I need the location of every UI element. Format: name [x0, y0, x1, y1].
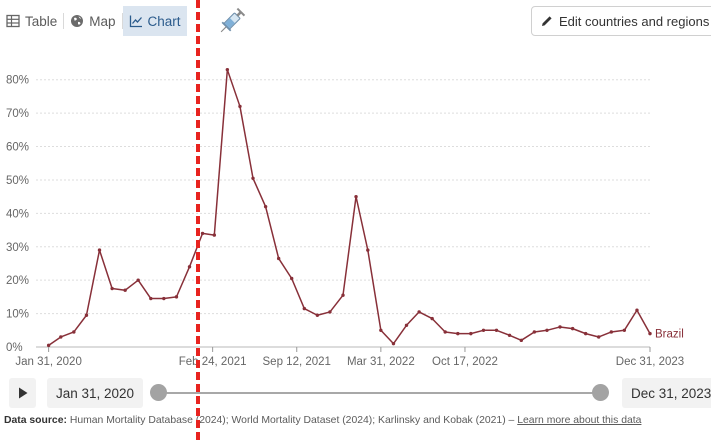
- data-point: [648, 331, 652, 336]
- start-date-label[interactable]: Jan 31, 2020: [47, 378, 144, 408]
- data-point: [187, 265, 192, 269]
- data-point: [354, 194, 358, 199]
- data-point: [72, 330, 76, 334]
- data-point: [276, 256, 281, 261]
- line-chart: 0% 10% 20% 30% 40% 50% 60% 70% 80% Jan 31, 2020 Fe…: [6, 67, 684, 368]
- data-point: [97, 248, 102, 252]
- data-point: [596, 335, 601, 339]
- data-point: [622, 328, 627, 332]
- series-line-brazil: [48, 68, 651, 346]
- x-tick-label: Feb 24, 2021: [179, 356, 247, 368]
- data-point: [136, 278, 140, 282]
- data-point: [391, 341, 396, 346]
- end-date-label[interactable]: Dec 31, 2023: [622, 378, 711, 408]
- learn-more-link[interactable]: Learn more about this data: [517, 415, 642, 426]
- reference-dashed-line: [196, 0, 200, 441]
- data-point: [430, 316, 434, 321]
- data-point: [443, 330, 447, 334]
- data-point: [238, 104, 242, 109]
- data-point: [328, 310, 332, 314]
- data-point: [494, 328, 499, 332]
- y-tick-label: 20%: [6, 275, 29, 287]
- data-point: [46, 343, 51, 348]
- data-point: [481, 328, 486, 332]
- x-tick-label: Dec 31, 2023: [616, 356, 684, 368]
- data-point: [263, 204, 268, 209]
- data-point: [225, 67, 230, 72]
- data-point: [583, 331, 588, 336]
- x-tick-label: Oct 17, 2022: [432, 356, 498, 368]
- y-tick-label: 80%: [6, 75, 29, 87]
- tab-map-label: Map: [89, 13, 116, 29]
- data-point: [123, 288, 127, 292]
- tab-divider: [63, 13, 65, 29]
- start-handle[interactable]: [150, 384, 167, 401]
- x-tick-label: Sep 12, 2021: [263, 356, 331, 368]
- data-source-text: Human Mortality Database (2024); World M…: [66, 415, 518, 426]
- y-tick-label: 30%: [6, 242, 29, 254]
- timeline: Jan 31, 2020 Dec 31, 2023: [0, 377, 711, 409]
- data-point: [532, 330, 537, 334]
- data-point: [545, 328, 549, 332]
- data-point: [366, 248, 370, 252]
- timeline-track[interactable]: [158, 392, 601, 394]
- end-handle[interactable]: [592, 384, 609, 401]
- pencil-icon: [541, 15, 553, 27]
- data-point: [59, 335, 63, 339]
- line-chart-icon: [129, 14, 143, 28]
- data-point: [456, 331, 460, 336]
- data-point: [341, 293, 345, 297]
- data-point: [558, 325, 562, 329]
- data-point: [200, 231, 205, 236]
- y-tick-label: 40%: [6, 208, 29, 220]
- data-point: [469, 331, 473, 336]
- data-point: [404, 323, 409, 327]
- y-tick-label: 10%: [6, 309, 29, 321]
- y-tick-label: 70%: [6, 108, 29, 120]
- play-button[interactable]: [9, 378, 36, 408]
- tab-chart[interactable]: Chart: [122, 6, 187, 36]
- y-tick-label: 50%: [6, 175, 29, 187]
- data-point: [212, 233, 217, 237]
- tab-map[interactable]: Map: [64, 6, 121, 36]
- syringe-icon[interactable]: [216, 7, 246, 37]
- data-point: [315, 313, 320, 317]
- edit-countries-label: Edit countries and regions: [559, 13, 710, 29]
- tab-table-label: Table: [25, 13, 58, 29]
- data-point: [519, 338, 524, 343]
- data-source-note: Data source: Human Mortality Database (2…: [4, 415, 711, 427]
- data-point: [302, 306, 307, 311]
- data-point: [289, 276, 294, 281]
- view-tabs: Table Map Chart: [0, 6, 187, 36]
- data-point: [174, 295, 179, 299]
- data-point: [507, 333, 512, 338]
- data-point: [379, 328, 383, 332]
- data-point: [417, 310, 421, 314]
- y-tick-label: 60%: [6, 142, 29, 154]
- y-tick-label: 0%: [6, 342, 23, 354]
- data-point: [570, 326, 575, 331]
- x-tick-label: Jan 31, 2020: [15, 356, 82, 368]
- tab-chart-label: Chart: [147, 13, 181, 29]
- play-icon: [18, 387, 27, 399]
- data-point: [162, 296, 166, 301]
- data-point: [84, 313, 89, 317]
- globe-icon: [70, 14, 84, 28]
- data-source-prefix: Data source:: [4, 415, 67, 426]
- series-label: Brazil: [655, 329, 684, 341]
- data-point: [251, 176, 255, 180]
- data-point: [635, 308, 639, 312]
- x-tick-label: Mar 31, 2022: [347, 356, 415, 368]
- data-point: [149, 296, 153, 301]
- table-icon: [6, 14, 20, 28]
- tab-table[interactable]: Table: [0, 6, 63, 36]
- data-point: [609, 330, 614, 334]
- edit-countries-button[interactable]: Edit countries and regions: [531, 6, 711, 36]
- data-point: [110, 286, 114, 291]
- tab-divider: [121, 13, 123, 29]
